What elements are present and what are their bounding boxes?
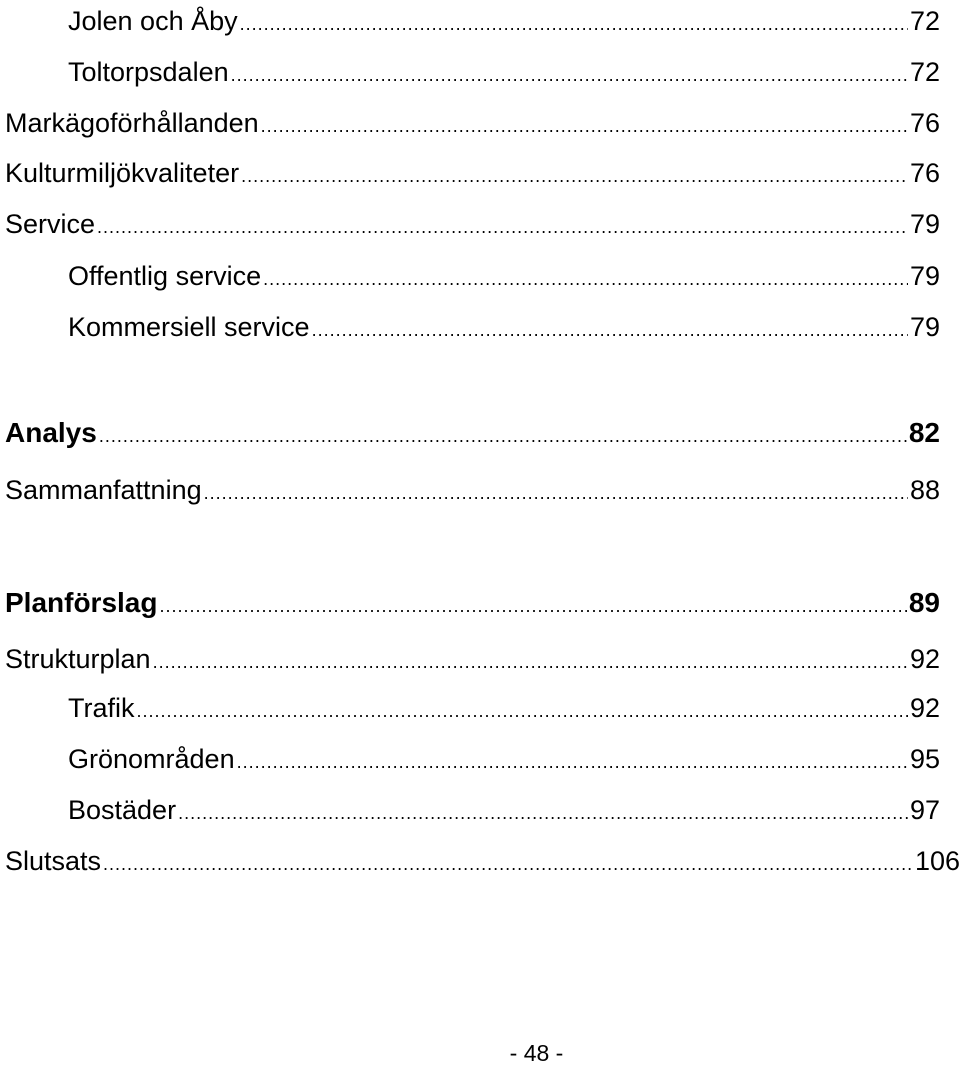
- toc-entry-page: 89: [908, 587, 940, 618]
- toc-entry-trafik[interactable]: Trafik 92: [68, 688, 940, 728]
- toc-entry-title: Trafik: [68, 693, 135, 723]
- toc-entry-title: Bostäder: [68, 795, 177, 825]
- toc-entry-kommersiell-service[interactable]: Kommersiell service 79: [68, 307, 940, 347]
- toc-entry-title: Strukturplan: [5, 644, 151, 674]
- toc-entry-title: Service: [5, 209, 96, 239]
- toc-entry-page: 92: [909, 693, 940, 723]
- toc-entry-title: Sammanfattning: [5, 475, 202, 505]
- toc-entry-page: 97: [909, 795, 940, 825]
- toc-entry-page: 79: [909, 312, 940, 342]
- toc-entry-kulturmiljokvaliteter[interactable]: Kulturmiljökvaliteter 76: [5, 153, 940, 193]
- toc-dot-leader: [97, 207, 908, 247]
- page-number: - 48 -: [509, 1040, 564, 1066]
- toc-entry-page: 95: [909, 744, 940, 774]
- toc-entry-title: Jolen och Åby: [68, 6, 238, 36]
- toc-entry-page: 72: [909, 6, 940, 36]
- toc-dot-leader: [312, 310, 908, 350]
- toc-entry-service[interactable]: Service 79: [5, 204, 940, 244]
- toc-dot-leader: [99, 416, 907, 456]
- toc-entry-title: Kommersiell service: [68, 312, 310, 342]
- toc-entry-title: Toltorpsdalen: [68, 57, 229, 87]
- toc-entry-page: 106: [914, 846, 960, 876]
- toc-dot-leader: [263, 259, 908, 299]
- toc-entry-title: Kulturmiljökvaliteter: [5, 158, 240, 188]
- toc-entry-title: Analys: [5, 417, 97, 448]
- toc-dot-leader: [241, 156, 908, 196]
- toc-entry-page: 76: [909, 158, 940, 188]
- toc-entry-strukturplan[interactable]: Strukturplan 92: [5, 639, 940, 679]
- toc-entry-offentlig-service[interactable]: Offentlig service 79: [68, 256, 940, 296]
- toc-dot-leader: [178, 793, 908, 833]
- toc-entry-page: 79: [909, 261, 940, 291]
- toc-entry-page: 76: [909, 108, 940, 138]
- toc-entry-gronomraden[interactable]: Grönområden 95: [68, 739, 940, 779]
- toc-dot-leader: [240, 4, 908, 44]
- toc-dot-leader: [137, 691, 908, 731]
- toc-dot-leader: [153, 642, 908, 682]
- toc-entry-sammanfattning[interactable]: Sammanfattning 88: [5, 470, 940, 510]
- toc-entry-page: 88: [909, 475, 940, 505]
- toc-dot-leader: [231, 55, 908, 95]
- toc-entry-bostader[interactable]: Bostäder 97: [68, 790, 940, 830]
- toc-entry-title: Slutsats: [5, 846, 102, 876]
- toc-dot-leader: [103, 844, 913, 884]
- toc-entry-markagoforhallanden[interactable]: Markägoförhållanden 76: [5, 103, 940, 143]
- toc-dot-leader: [261, 106, 908, 146]
- toc-entry-jolen-och-aby[interactable]: Jolen och Åby 72: [68, 1, 940, 41]
- toc-dot-leader: [204, 473, 908, 513]
- toc-entry-title: Planförslag: [5, 587, 158, 618]
- toc-entry-title: Markägoförhållanden: [5, 108, 259, 138]
- toc-dot-leader: [159, 586, 906, 626]
- toc-entry-title: Grönområden: [68, 744, 235, 774]
- toc-entry-title: Offentlig service: [68, 261, 262, 291]
- toc-entry-page: 72: [909, 57, 940, 87]
- toc-entry-page: 82: [908, 417, 940, 448]
- toc-dot-leader: [237, 742, 908, 782]
- toc-entry-page: 79: [909, 209, 940, 239]
- toc-entry-slutsats[interactable]: Slutsats 106: [5, 841, 960, 881]
- toc-heading-analys[interactable]: Analys 82: [5, 413, 940, 453]
- toc-entry-toltorpsdalen[interactable]: Toltorpsdalen 72: [68, 52, 940, 92]
- toc-heading-planforslag[interactable]: Planförslag 89: [5, 583, 940, 623]
- toc-entry-page: 92: [909, 644, 940, 674]
